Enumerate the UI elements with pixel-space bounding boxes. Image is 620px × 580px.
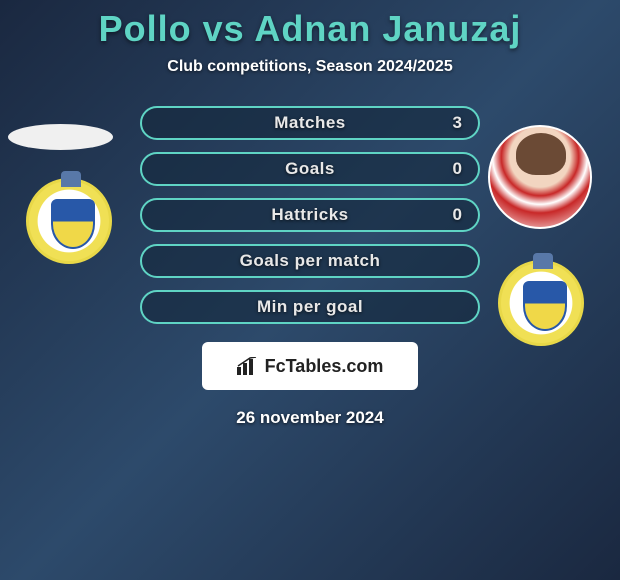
stat-label: Min per goal bbox=[257, 297, 363, 317]
stat-label: Hattricks bbox=[271, 205, 348, 225]
player-right-avatar bbox=[488, 125, 592, 229]
stat-value-right: 3 bbox=[453, 113, 462, 133]
stat-value-right: 0 bbox=[453, 205, 462, 225]
stat-row-goals: Goals 0 bbox=[140, 152, 480, 186]
page-title: Pollo vs Adnan Januzaj bbox=[0, 8, 620, 50]
date-text: 26 november 2024 bbox=[0, 408, 620, 428]
brand-text: FcTables.com bbox=[265, 356, 384, 377]
subtitle: Club competitions, Season 2024/2025 bbox=[0, 58, 620, 76]
stat-row-min-per-goal: Min per goal bbox=[140, 290, 480, 324]
stat-value-right: 0 bbox=[453, 159, 462, 179]
player-left-placeholder bbox=[8, 124, 113, 150]
bar-chart-icon bbox=[237, 357, 259, 375]
stat-label: Matches bbox=[274, 113, 346, 133]
stat-label: Goals per match bbox=[240, 251, 381, 271]
club-badge-left bbox=[26, 178, 112, 264]
stat-label: Goals bbox=[285, 159, 335, 179]
stat-row-matches: Matches 3 bbox=[140, 106, 480, 140]
brand-box[interactable]: FcTables.com bbox=[202, 342, 418, 390]
stat-row-goals-per-match: Goals per match bbox=[140, 244, 480, 278]
club-badge-right bbox=[498, 260, 584, 346]
stat-row-hattricks: Hattricks 0 bbox=[140, 198, 480, 232]
